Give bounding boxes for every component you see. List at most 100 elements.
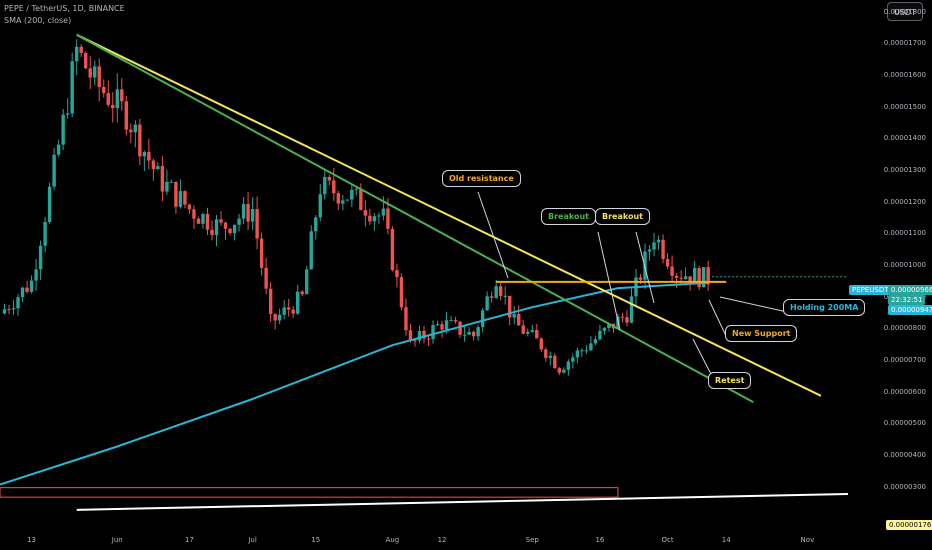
- candle-body: [584, 350, 589, 352]
- candle-body: [291, 309, 295, 314]
- candle-body: [70, 61, 74, 114]
- x-tick-label: 14: [721, 536, 731, 544]
- candle-body: [323, 176, 327, 195]
- candle-body: [124, 101, 128, 130]
- candle-body: [462, 334, 467, 336]
- y-tick-label: 0.00000300: [883, 482, 926, 491]
- candle-body: [566, 361, 571, 370]
- candle-body: [683, 276, 688, 279]
- y-tick-label: 0.00001100: [883, 229, 926, 238]
- candle-body: [336, 193, 340, 204]
- candle-body: [530, 330, 534, 332]
- y-tick-label: 0.00001400: [883, 134, 926, 143]
- candle-body: [20, 287, 25, 298]
- candle-body: [395, 270, 399, 278]
- candle-body: [422, 330, 426, 339]
- candle-body: [183, 191, 187, 205]
- candle-body: [74, 46, 79, 62]
- candle-body: [661, 239, 665, 260]
- candle-body: [332, 180, 336, 194]
- candle-body: [697, 268, 701, 288]
- candle-body: [187, 204, 192, 210]
- candle-body: [142, 151, 147, 157]
- x-tick-label: 13: [27, 536, 37, 544]
- countdown-badge: 22:32:51: [888, 295, 926, 305]
- y-tick-label: 0.00000600: [883, 387, 926, 396]
- candle-body: [521, 325, 525, 334]
- candle-body: [133, 124, 138, 133]
- candle-body: [205, 213, 210, 230]
- candle-body: [309, 231, 313, 270]
- candle-body: [485, 296, 489, 311]
- candle-body: [79, 46, 83, 53]
- candle-body: [368, 215, 372, 222]
- candle-body: [625, 317, 629, 323]
- line-value-badge: 0.00000176: [886, 520, 932, 530]
- candle-body: [476, 327, 480, 337]
- candle-body: [228, 228, 232, 234]
- candle-body: [169, 181, 174, 183]
- y-tick-label: 0.00000500: [883, 419, 926, 428]
- candle-body: [562, 369, 566, 373]
- candle-body: [399, 277, 404, 308]
- candle-body: [345, 199, 350, 201]
- candle-body: [557, 368, 562, 373]
- x-tick-label: Aug: [385, 536, 400, 544]
- candle-body: [138, 124, 142, 157]
- candle-body: [665, 259, 670, 267]
- sma-200-line: [0, 281, 709, 486]
- candle-body: [102, 87, 106, 94]
- price-badge: 0.00000966: [888, 285, 932, 295]
- sma-badge: 0.00000947: [888, 305, 932, 315]
- annotation-breakout-yellow: Breakout: [595, 208, 650, 225]
- candle-body: [43, 221, 47, 246]
- candle-body: [237, 218, 241, 225]
- candle-body: [259, 238, 264, 268]
- candle-body: [16, 297, 20, 309]
- candle-body: [638, 277, 643, 280]
- candle-body: [426, 338, 431, 340]
- candle-body: [255, 209, 259, 239]
- candle-body: [93, 66, 97, 78]
- candle-body: [471, 331, 476, 337]
- candle-body: [29, 280, 34, 292]
- candle-body: [620, 316, 625, 318]
- candle-body: [56, 144, 61, 155]
- candle-body: [111, 104, 115, 109]
- candle-body: [553, 355, 557, 369]
- candle-body: [359, 188, 363, 211]
- candle-body: [503, 295, 507, 297]
- y-tick-label: 0.00001000: [883, 261, 926, 269]
- candle-body: [210, 229, 214, 235]
- candle-body: [296, 291, 300, 314]
- x-tick-label: Oct: [661, 536, 674, 544]
- candle-body: [498, 286, 503, 296]
- candle-body: [88, 68, 92, 78]
- candle-body: [160, 166, 165, 192]
- x-tick-label: 15: [311, 536, 321, 544]
- candle-body: [517, 314, 521, 326]
- candle-body: [647, 249, 652, 252]
- candle-body: [300, 291, 304, 295]
- annotation-breakout-green: Breakout: [541, 208, 596, 225]
- indicator-title: SMA (200, close): [4, 16, 72, 25]
- candle-body: [38, 245, 43, 270]
- x-tick-label: Nov: [800, 536, 815, 544]
- annotation-holding-200ma: Holding 200MA: [783, 299, 866, 316]
- candle-body: [120, 89, 124, 102]
- y-tick-label: 0.00001200: [883, 197, 926, 206]
- breakout-yellow-pointer: [635, 231, 655, 304]
- currency-button[interactable]: USDT: [887, 2, 923, 21]
- old-resistance-pointer: [477, 191, 509, 279]
- yellow-trendline: [76, 33, 822, 397]
- candle-body: [196, 218, 201, 224]
- candle-body: [52, 154, 56, 187]
- candle-body: [489, 296, 494, 298]
- candle-body: [431, 325, 435, 340]
- candle-body: [706, 267, 710, 285]
- candle-body: [282, 307, 286, 315]
- candle-body: [449, 320, 453, 322]
- candle-body: [106, 93, 110, 105]
- candle-body: [232, 224, 237, 234]
